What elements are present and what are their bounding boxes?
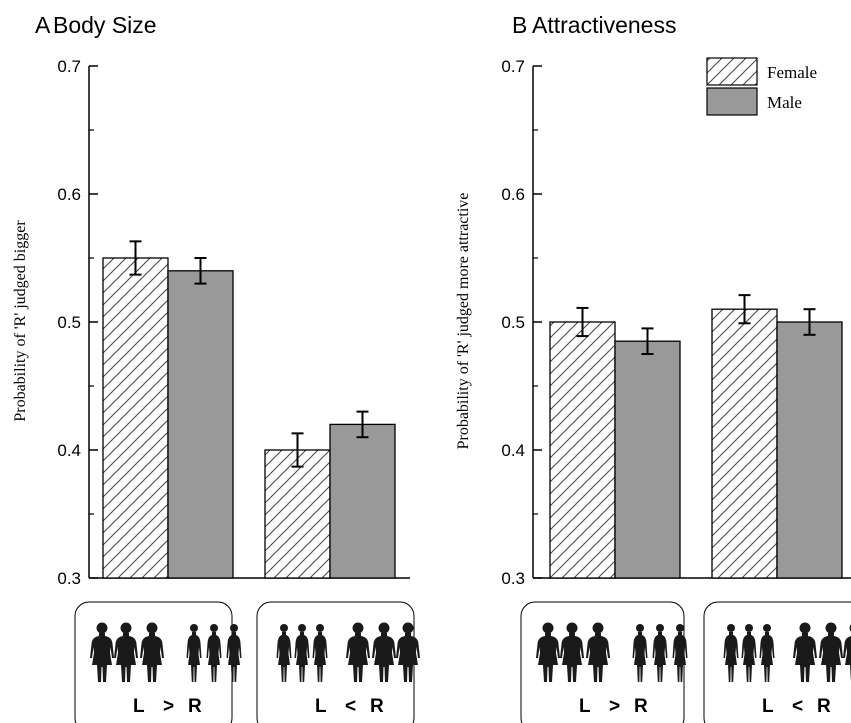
panel-b-ylabel: Probability of 'R' judged more attractiv… [455, 193, 472, 450]
bar-male-2 [329, 423, 396, 579]
category-side-label: L [579, 696, 591, 717]
category-comparator: < [345, 696, 356, 717]
category-comparator: < [792, 696, 803, 717]
bar-female-1 [102, 257, 169, 579]
y-tick-label: 0.5 [501, 313, 525, 332]
panel-b: B Attractiveness Probability of 'R' judg… [455, 12, 851, 723]
panel-a-categories: L > R L < R [74, 601, 420, 723]
panel-a: A Body Size Probability of 'R' judged bi… [12, 12, 420, 723]
panel-b-bars [549, 294, 843, 579]
error-bar-female-2 [738, 294, 751, 325]
category-side-label: L [133, 696, 145, 717]
category-side-label: R [817, 696, 831, 717]
category-box-1: L > R [74, 601, 242, 723]
category-comparator: > [163, 696, 174, 717]
y-tick-label: 0.4 [501, 441, 525, 460]
legend-swatch-male [706, 87, 758, 116]
legend-label-female: Female [767, 63, 817, 82]
bar-male-2 [776, 321, 843, 579]
legend-label-male: Male [767, 93, 802, 112]
error-bar-male-2 [356, 410, 369, 439]
category-box-1: L > R [520, 601, 688, 723]
error-bar-female-1 [129, 240, 142, 276]
bar-female-2 [711, 308, 778, 579]
category-side-label: R [634, 696, 648, 717]
panel-b-letter: B [512, 12, 527, 38]
panel-a-title: Body Size [53, 12, 157, 38]
category-side-label: R [370, 696, 384, 717]
category-side-label: R [188, 696, 202, 717]
bar-female-2 [264, 449, 331, 579]
bar-male-1 [614, 340, 681, 579]
y-tick-label: 0.6 [57, 185, 81, 204]
panel-a-ylabel: Probability of 'R' judged bigger [12, 220, 29, 422]
legend-swatch-female [706, 57, 758, 86]
error-bar-male-2 [803, 308, 816, 336]
bar-male-1 [167, 270, 234, 579]
category-comparator: > [609, 696, 620, 717]
panel-a-y-ticks: 0.3 0.4 0.5 0.6 0.7 [57, 57, 98, 588]
y-tick-label: 0.7 [57, 57, 81, 76]
y-tick-label: 0.4 [57, 441, 81, 460]
y-tick-label: 0.3 [501, 569, 525, 588]
category-side-label: L [315, 696, 327, 717]
error-bar-female-2 [291, 432, 304, 468]
panel-b-categories: L > R L < R [520, 601, 851, 723]
error-bar-male-1 [641, 327, 654, 355]
panel-a-letter: A [35, 12, 51, 38]
category-side-label: L [762, 696, 774, 717]
error-bar-male-1 [194, 257, 207, 285]
y-tick-label: 0.5 [57, 313, 81, 332]
panel-b-title: Attractiveness [532, 12, 676, 38]
y-tick-label: 0.6 [501, 185, 525, 204]
legend: Female Male [706, 57, 817, 116]
y-tick-label: 0.7 [501, 57, 525, 76]
panel-a-bars [102, 240, 396, 579]
category-box-2: L < R [703, 601, 851, 723]
y-tick-label: 0.3 [57, 569, 81, 588]
bar-female-1 [549, 321, 616, 579]
error-bar-female-1 [576, 306, 589, 338]
panel-b-y-ticks: 0.3 0.4 0.5 0.6 0.7 [501, 57, 542, 588]
category-box-2: L < R [256, 601, 420, 723]
